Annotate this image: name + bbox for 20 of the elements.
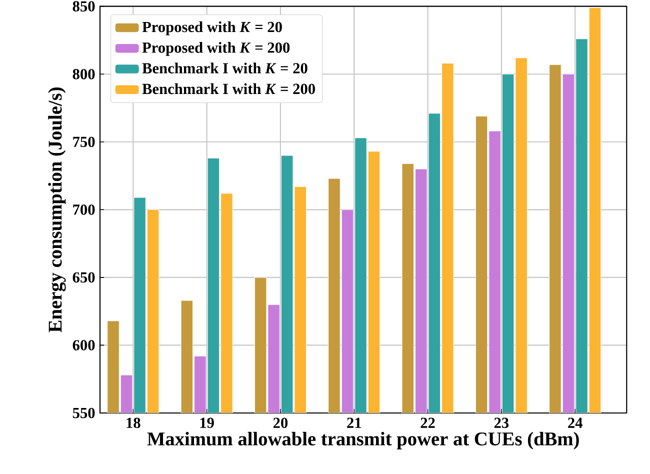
x-tick-label: 24 bbox=[568, 418, 582, 428]
legend-label: Benchmark I with K = 20 bbox=[142, 62, 308, 74]
x-tick-label: 21 bbox=[347, 418, 362, 428]
x-tick-label: 18 bbox=[126, 418, 140, 428]
y-tick-label: 700 bbox=[73, 204, 95, 215]
y-tick-label: 750 bbox=[73, 136, 95, 148]
x-axis-title: Maximum allowable transmit power at CUEs (dBm) bbox=[147, 432, 579, 450]
x-tick-label: 23 bbox=[494, 418, 509, 428]
y-axis-title: Energy consumption (Joule/s) bbox=[48, 88, 66, 332]
x-tick-label: 20 bbox=[273, 418, 288, 428]
y-tick-label: 600 bbox=[72, 340, 95, 350]
legend-label: Benchmark I with K = 200 bbox=[142, 83, 315, 94]
y-tick-label: 550 bbox=[72, 408, 95, 418]
y-tick-label: 850 bbox=[72, 1, 95, 12]
y-tick-label: 650 bbox=[72, 272, 95, 283]
legend-label: Proposed with K = 200 bbox=[142, 42, 290, 56]
x-tick-label: 22 bbox=[420, 418, 435, 428]
x-tick-label: 19 bbox=[200, 418, 214, 428]
y-tick-label: 800 bbox=[72, 68, 95, 80]
legend-label: Proposed with K = 20 bbox=[142, 21, 282, 36]
